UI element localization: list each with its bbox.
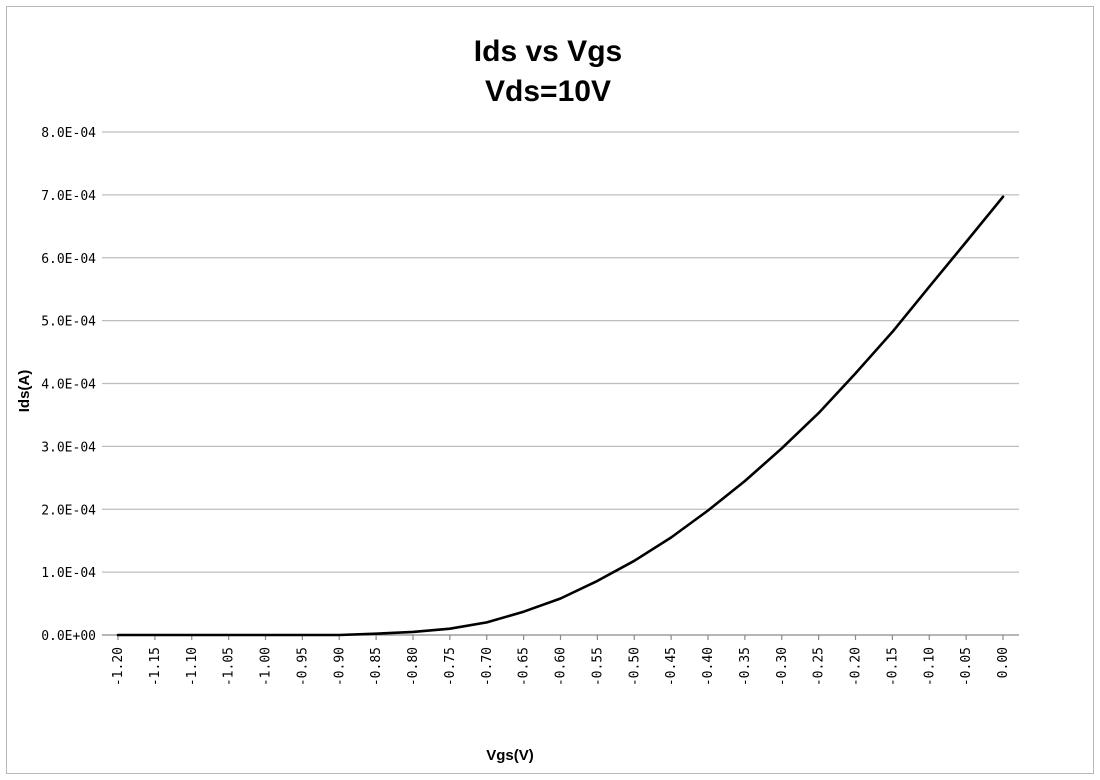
ids-vs-vgs-chart: Ids vs Vgs Vds=10V 0.0E+00 1.0E-04 2.0E-04… (16, 35, 1019, 764)
x-tick-label: -1.10 (185, 647, 200, 686)
y-tick-label: 4.0E-04 (41, 378, 96, 393)
x-tick-label: -0.90 (332, 647, 347, 686)
chart-title-line-1: Ids vs Vgs (474, 35, 622, 68)
y-tick-label: 0.0E+00 (41, 629, 96, 644)
y-tick-label: 5.0E-04 (41, 315, 96, 330)
x-tick-label: -0.25 (812, 647, 827, 686)
x-tick-label: -0.85 (369, 647, 384, 686)
x-tick-label: -0.55 (590, 647, 605, 686)
x-tick-label: -0.10 (922, 647, 937, 686)
chart-title-line-2: Vds=10V (485, 75, 611, 108)
y-tick-labels: 0.0E+00 1.0E-04 2.0E-04 3.0E-04 4.0E-04 5.0E-… (41, 126, 96, 644)
y-tick-label: 6.0E-04 (41, 252, 96, 267)
x-tick-label: -0.75 (443, 647, 458, 686)
x-tick-label: -0.35 (738, 647, 753, 686)
x-tick-label: 0.00 (996, 647, 1011, 678)
x-tick-label: -1.00 (259, 647, 274, 686)
x-tick-labels: -1.20 -1.15 -1.10 -1.05 -1.00 -0.95 -0.90 -0.85… (111, 635, 1011, 686)
x-tick-label: -0.45 (664, 647, 679, 686)
y-tick-label: 3.0E-04 (41, 440, 96, 455)
ids-curve-line (116, 195, 1005, 637)
y-tick-label: 2.0E-04 (41, 503, 96, 518)
x-tick-label: -0.30 (775, 647, 790, 686)
gridlines (102, 131, 1019, 636)
x-tick-label: -1.15 (148, 647, 163, 686)
y-tick-label: 1.0E-04 (41, 566, 96, 581)
x-tick-label: -0.70 (480, 647, 495, 686)
x-tick-label: -0.65 (517, 647, 532, 686)
x-tick-label: -0.95 (295, 647, 310, 686)
x-tick-label: -0.20 (849, 647, 864, 686)
y-axis-label: Ids(A) (16, 370, 33, 413)
x-tick-label: -0.40 (701, 647, 716, 686)
x-tick-label: -0.80 (406, 647, 421, 686)
x-tick-label: -0.05 (959, 647, 974, 686)
x-tick-label: -0.15 (885, 647, 900, 686)
chart-frame: Ids vs Vgs Vds=10V 0.0E+00 1.0E-04 2.0E-04… (6, 6, 1094, 774)
x-tick-label: -0.50 (627, 647, 642, 686)
x-tick-label: -1.05 (222, 647, 237, 686)
x-tick-label: -1.20 (111, 647, 126, 686)
series-layer (116, 195, 1005, 637)
x-tick-label: -0.60 (554, 647, 569, 686)
y-tick-label: 8.0E-04 (41, 126, 96, 141)
y-tick-label: 7.0E-04 (41, 189, 96, 204)
x-axis-label: Vgs(V) (486, 747, 534, 764)
